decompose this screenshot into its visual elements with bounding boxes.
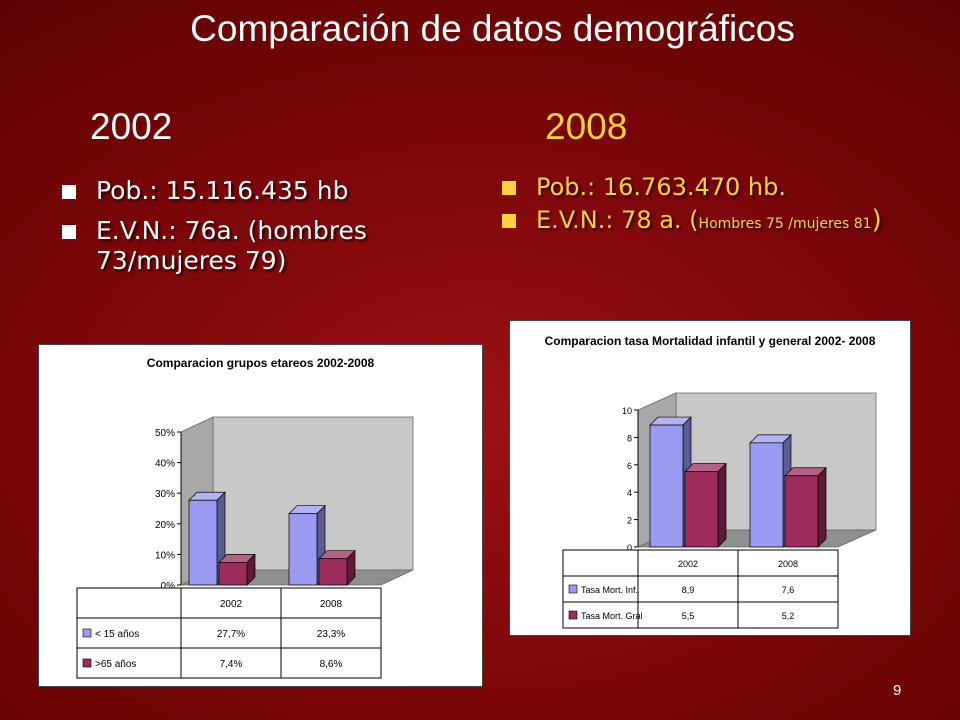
bar-2002-0 — [188, 499, 218, 586]
data-label: 7,6 — [782, 585, 795, 595]
y-tick-label: 50% — [155, 428, 175, 439]
y-tick-label: 6 — [627, 461, 632, 471]
data-label: 8,9 — [682, 585, 695, 595]
bullets-2002: Pob.: 15.116.435 hb E.V.N.: 76a. (hombre… — [60, 176, 440, 286]
data-label: 7,4% — [220, 659, 243, 670]
data-label: 5,5 — [682, 611, 695, 621]
data-label: 27,7% — [217, 629, 245, 640]
x-category-label: 2008 — [778, 559, 798, 569]
bullet-evn-2008: E.V.N.: 78 a. (Hombres 75 /mujeres 81) — [500, 206, 920, 239]
bullet-square-icon — [502, 214, 516, 228]
bar-2008-1 — [784, 475, 819, 548]
legend-swatch — [82, 658, 92, 668]
bar-2008-1 — [318, 558, 348, 586]
y-tick-label: 0 — [627, 543, 632, 553]
data-label: 8,6% — [320, 659, 343, 670]
y-tick-label: 10% — [155, 550, 175, 561]
legend-label: < 15 años — [95, 629, 139, 640]
bullet-square-icon — [62, 225, 76, 239]
data-table — [562, 549, 839, 629]
data-label: 23,3% — [317, 629, 345, 640]
legend-swatch — [568, 584, 578, 594]
slide-title: Comparación de datos demográficos — [190, 8, 795, 49]
y-tick-label: 20% — [155, 520, 175, 531]
bullet-evn-2008-detail: Hombres 75 /mujeres 81 — [698, 216, 872, 232]
bar-2002-1 — [218, 562, 248, 586]
bullet-pop-2002-text: Pob.: 15.116.435 hb — [96, 176, 349, 205]
year-2008-heading: 2008 — [545, 106, 628, 147]
legend-label: >65 años — [95, 659, 136, 670]
data-label: 5,2 — [782, 611, 795, 621]
legend-label: Tasa Mort. Inf. — [581, 585, 638, 595]
bullet-square-icon — [502, 181, 516, 195]
y-tick-label: 2 — [627, 516, 632, 526]
y-tick-label: 0% — [161, 581, 176, 592]
data-table — [76, 587, 382, 679]
bullet-evn-2002: E.V.N.: 76a. (hombres 73/mujeres 79) — [60, 216, 440, 276]
bullet-pop-2002: Pob.: 15.116.435 hb — [60, 176, 440, 206]
bullet-pop-2008-text: Pob.: 16.763.470 hb. — [536, 173, 786, 201]
bullet-evn-2008-close: ) — [871, 205, 882, 235]
x-category-label: 2008 — [320, 599, 343, 610]
age-groups-chart-svg: Comparacion grupos etareos 2002-2008 0% 10… — [76, 356, 414, 679]
y-tick-label: 40% — [155, 459, 175, 470]
bullet-square-icon — [62, 185, 76, 199]
x-category-label: 2002 — [678, 559, 698, 569]
age-groups-chart: Comparacion grupos etareos 2002-2008 0% 10… — [38, 344, 483, 687]
mortality-chart-svg: Comparacion tasa Mortalidad infantil y g… — [545, 334, 877, 629]
legend-swatch — [82, 628, 92, 638]
bullet-pop-2008: Pob.: 16.763.470 hb. — [500, 173, 920, 202]
bullet-evn-2008-main: E.V.N.: 78 a. ( — [536, 206, 699, 234]
y-tick-label: 4 — [627, 488, 632, 498]
bar-2008-0 — [288, 513, 318, 586]
bullet-evn-2002-text: E.V.N.: 76a. (hombres 73/mujeres 79) — [96, 216, 367, 275]
legend-label: Tasa Mort. Gral — [581, 611, 643, 621]
bar-2002-0 — [649, 424, 684, 548]
y-tick-label: 10 — [622, 406, 632, 416]
bullets-2008: Pob.: 16.763.470 hb. E.V.N.: 78 a. (Homb… — [500, 173, 920, 243]
legend-swatch — [568, 610, 578, 620]
year-2002-heading: 2002 — [90, 106, 173, 147]
mortality-chart: Comparacion tasa Mortalidad infantil y g… — [509, 320, 911, 636]
chart-title: Comparacion tasa Mortalidad infantil y g… — [545, 334, 876, 348]
bar-2008-0 — [749, 442, 784, 548]
bar-2002-1 — [684, 471, 719, 548]
y-tick-label: 8 — [627, 433, 632, 443]
bar-side — [717, 462, 727, 548]
slide-number: 9 — [893, 682, 902, 699]
bar-side — [817, 466, 827, 548]
chart-title: Comparacion grupos etareos 2002-2008 — [147, 356, 375, 370]
x-category-label: 2002 — [220, 599, 243, 610]
y-tick-label: 30% — [155, 489, 175, 500]
